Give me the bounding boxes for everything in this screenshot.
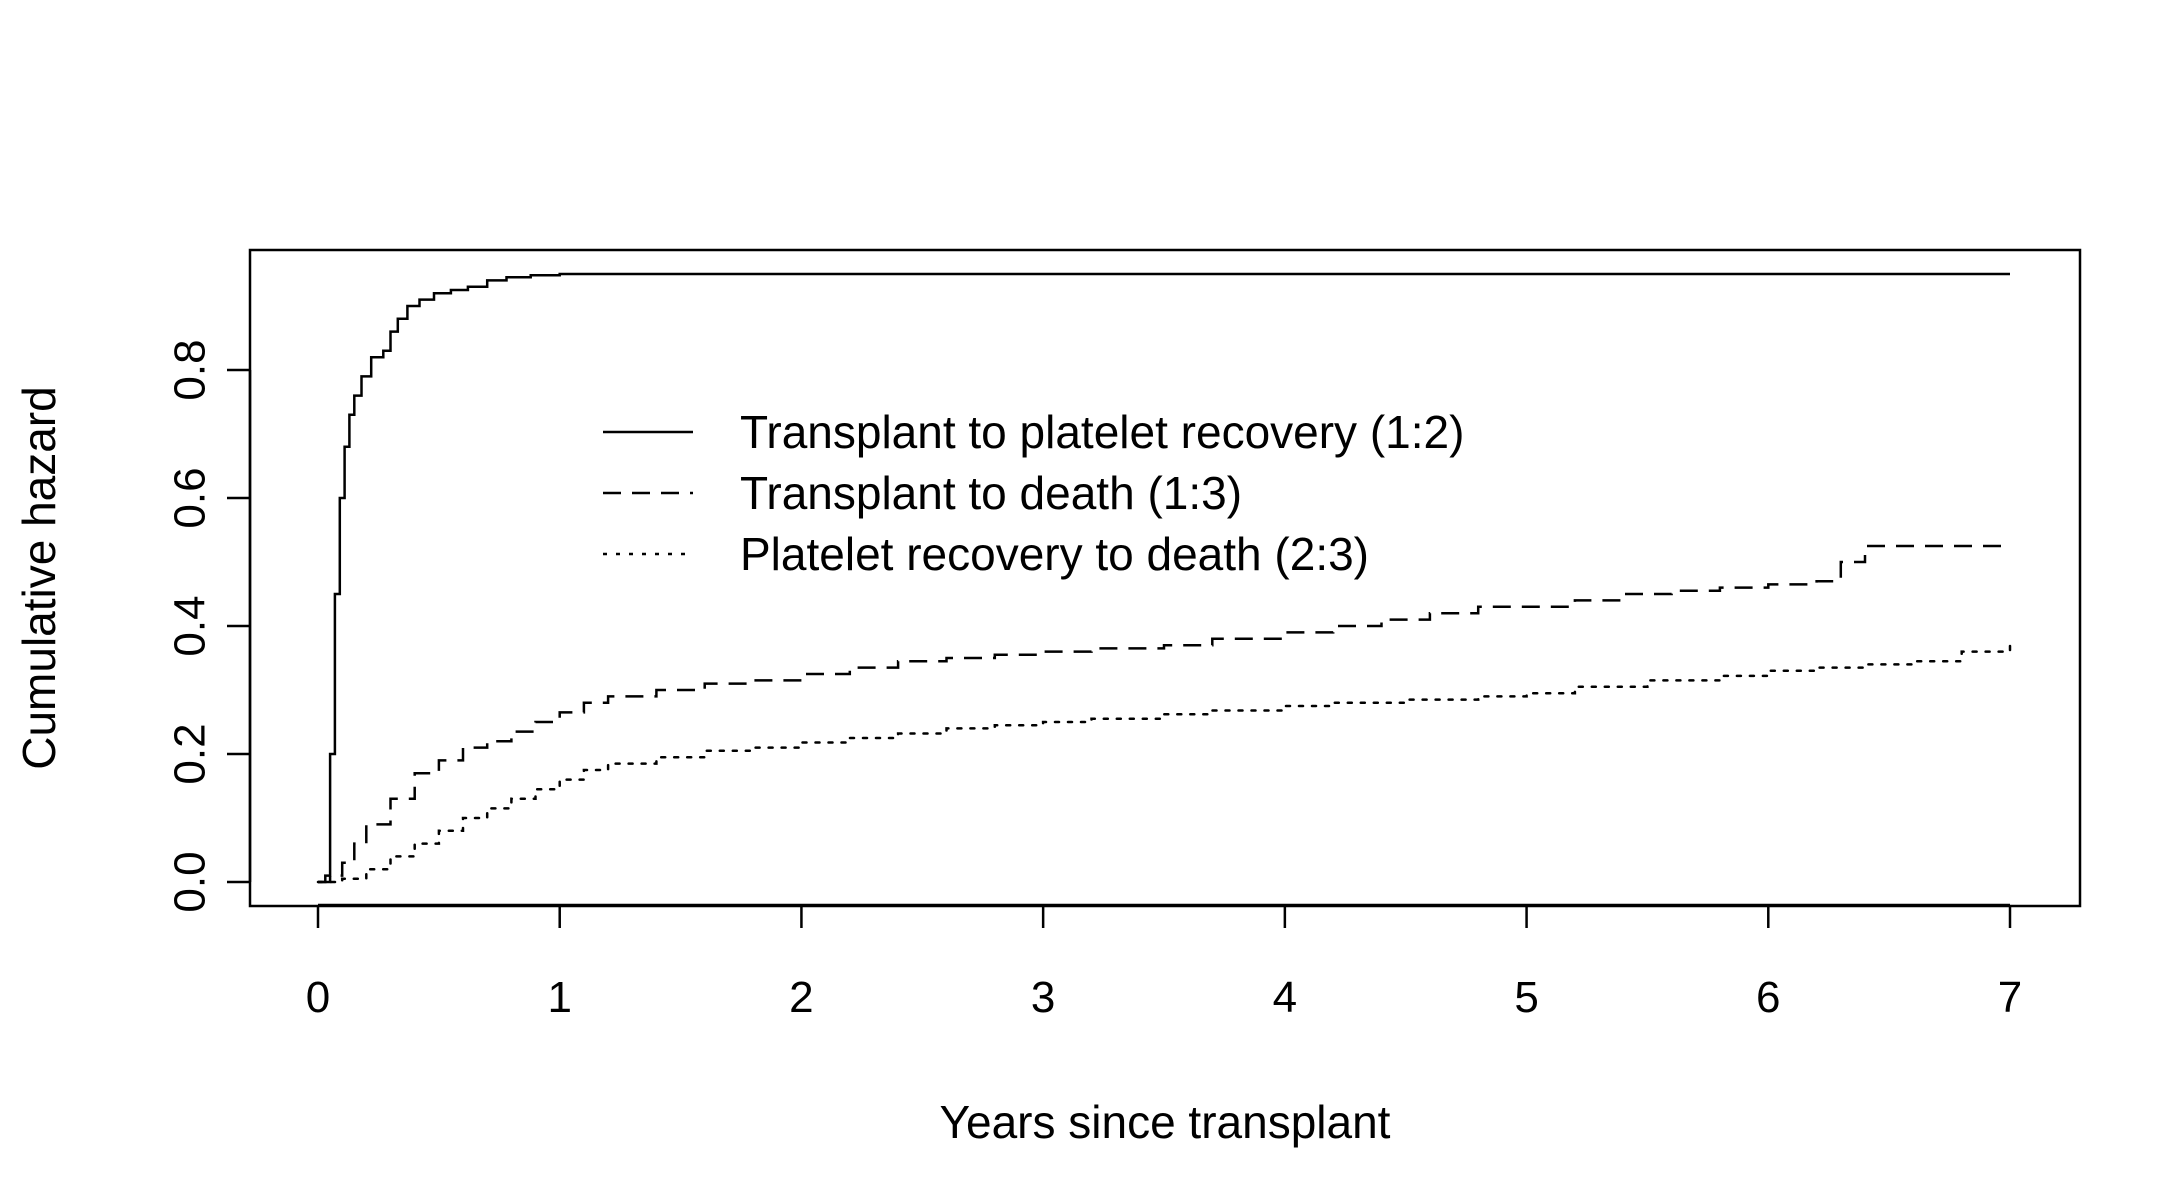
x-tick-label: 6 [1756,973,1780,1022]
x-axis: 0 1 2 3 4 5 6 7 [306,903,2022,1022]
legend: Transplant to platelet recovery (1:2) Tra… [603,406,1464,580]
x-axis-label: Years since transplant [940,1096,1391,1148]
x-tick-label: 1 [547,973,571,1022]
y-axis-label: Cumulative hazard [13,386,65,770]
y-tick-label: 0.8 [166,339,215,400]
x-tick-label: 0 [306,973,330,1022]
legend-label-1: Transplant to platelet recovery (1:2) [740,406,1464,458]
legend-label-2: Transplant to death (1:3) [740,467,1242,519]
y-tick-label: 0.6 [166,467,215,528]
x-tick-label: 2 [789,973,813,1022]
legend-label-3: Platelet recovery to death (2:3) [740,528,1369,580]
series-line-3 [316,643,2012,884]
x-tick-label: 7 [1998,973,2022,1022]
x-tick-label: 5 [1514,973,1538,1022]
x-tick-label: 3 [1031,973,1055,1022]
y-axis: 0.0 0.2 0.4 0.6 0.8 [166,339,252,913]
series-line-2 [318,544,2010,884]
series-line-1 [318,272,2010,884]
x-tick-label: 4 [1273,973,1297,1022]
y-tick-label: 0.0 [166,851,215,912]
y-tick-label: 0.4 [166,595,215,656]
y-tick-label: 0.2 [166,723,215,784]
plot-series [316,272,2012,884]
